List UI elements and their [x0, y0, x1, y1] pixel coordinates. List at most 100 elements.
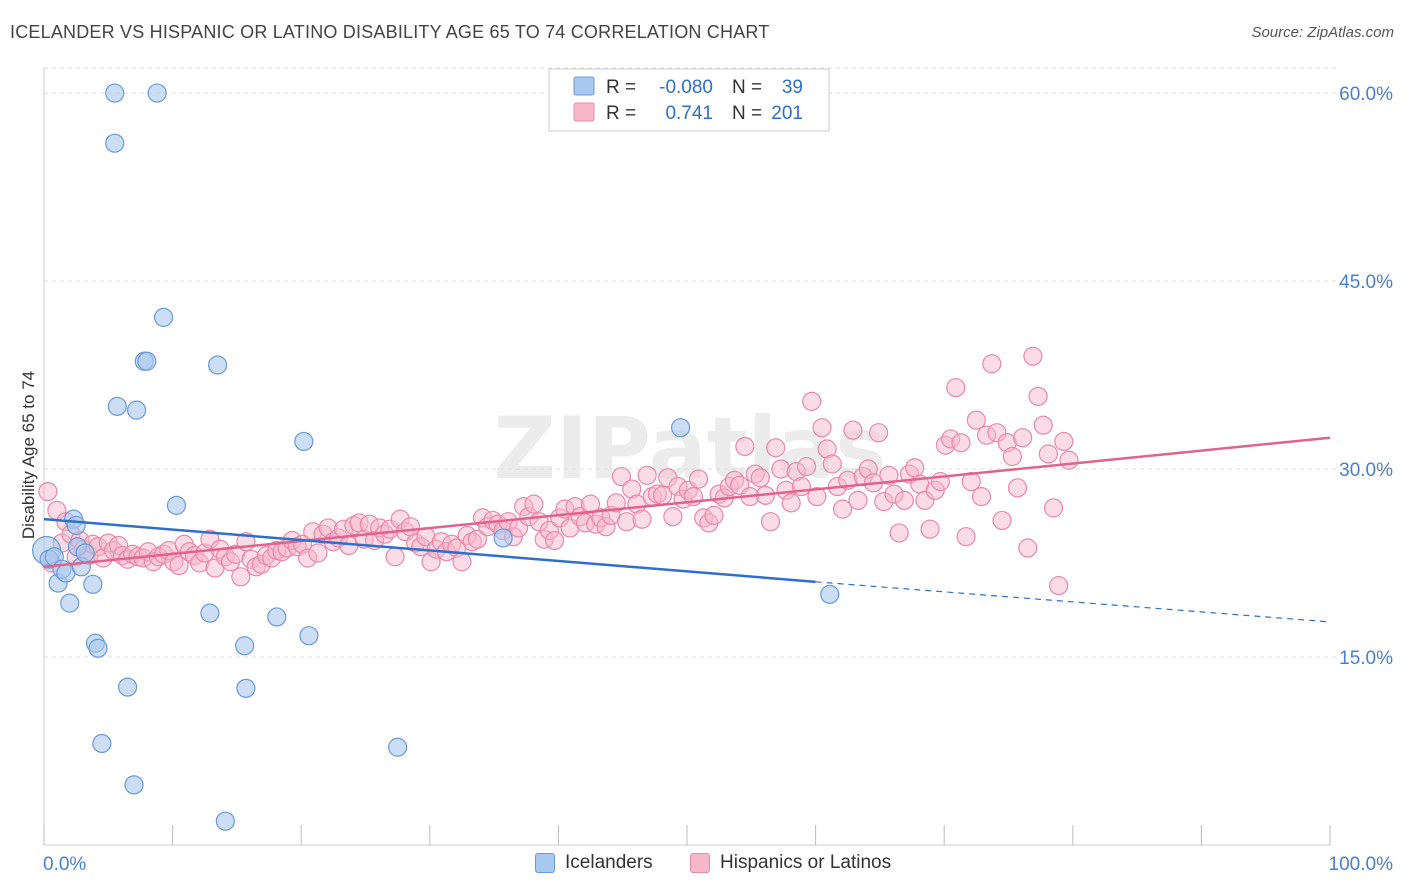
- point-hispanics: [796, 456, 817, 477]
- trend-line-hispanics: [43, 436, 1331, 569]
- point-hispanics: [879, 465, 899, 485]
- point-hispanics: [308, 543, 328, 563]
- point-hispanics: [467, 529, 487, 549]
- point-icelanders: [208, 355, 228, 375]
- point-hispanics: [1033, 415, 1053, 435]
- point-hispanics: [869, 423, 889, 443]
- point-hispanics: [231, 567, 251, 587]
- point-icelanders: [75, 543, 95, 563]
- point-icelanders: [299, 626, 319, 646]
- stats-swatch-blue: [573, 76, 595, 96]
- point-hispanics: [452, 552, 472, 572]
- stats-n-label-pink: N =: [732, 103, 762, 124]
- stats-r-label-pink: R =: [606, 103, 636, 124]
- legend-label-hispanics: Hispanics or Latinos: [720, 852, 892, 873]
- point-icelanders: [200, 603, 220, 623]
- legend-label-icelanders: Icelanders: [565, 852, 653, 873]
- point-hispanics: [822, 454, 842, 474]
- point-icelanders: [126, 400, 147, 420]
- point-hispanics: [889, 523, 909, 543]
- stats-r-value-pink: 0.741: [665, 103, 713, 124]
- point-hispanics: [956, 527, 976, 547]
- point-hispanics: [704, 505, 724, 526]
- point-icelanders: [294, 431, 314, 452]
- x-tick-min: 0.0%: [43, 854, 86, 875]
- point-hispanics: [920, 519, 940, 539]
- point-icelanders: [105, 133, 125, 153]
- point-hispanics: [385, 547, 405, 567]
- point-icelanders: [66, 515, 86, 536]
- point-hispanics: [400, 517, 421, 537]
- legend: Icelanders Hispanics or Latinos: [0, 852, 1406, 878]
- trend-line-icelanders-extension: [815, 581, 1331, 623]
- point-hispanics: [982, 354, 1002, 374]
- point-hispanics: [1028, 386, 1048, 406]
- stats-n-label-blue: N =: [732, 77, 762, 98]
- point-icelanders: [153, 307, 174, 327]
- stats-swatch-pink: [573, 102, 595, 122]
- y-tick-label: 45.0%: [1339, 272, 1393, 293]
- point-hispanics: [606, 493, 626, 513]
- point-icelanders: [137, 351, 157, 371]
- point-hispanics: [735, 436, 755, 457]
- point-hispanics: [1059, 450, 1079, 470]
- source-label: Source: ZipAtlas.com: [1251, 24, 1394, 41]
- point-icelanders: [117, 677, 138, 697]
- point-hispanics: [760, 512, 781, 532]
- point-hispanics: [812, 418, 832, 438]
- stats-r-label-blue: R =: [606, 77, 636, 98]
- stats-r-value-blue: -0.080: [659, 77, 713, 98]
- point-icelanders: [124, 775, 144, 795]
- point-icelanders: [166, 495, 187, 515]
- point-hispanics: [781, 493, 801, 513]
- legend-swatch-pink: [690, 853, 710, 873]
- point-icelanders: [147, 83, 167, 103]
- point-hispanics: [1043, 498, 1064, 518]
- point-hispanics: [1013, 428, 1033, 448]
- point-hispanics: [766, 438, 786, 458]
- point-hispanics: [1054, 431, 1074, 452]
- point-hispanics: [169, 555, 189, 576]
- point-hispanics: [1038, 444, 1058, 464]
- point-hispanics: [750, 468, 770, 488]
- point-icelanders: [88, 638, 108, 658]
- legend-swatch-blue: [535, 853, 555, 873]
- x-tick-max: 100.0%: [1329, 854, 1394, 875]
- point-hispanics: [688, 469, 709, 489]
- point-hispanics: [966, 410, 986, 430]
- point-hispanics: [946, 377, 966, 398]
- point-hispanics: [905, 458, 925, 478]
- chart-title: ICELANDER VS HISPANIC OR LATINO DISABILI…: [10, 22, 770, 42]
- point-icelanders: [267, 607, 287, 627]
- trend-lines: [43, 436, 1331, 623]
- point-hispanics: [843, 420, 863, 440]
- point-hispanics: [524, 494, 544, 514]
- point-hispanics: [791, 476, 812, 497]
- point-icelanders: [92, 733, 112, 754]
- point-hispanics: [802, 391, 822, 411]
- point-icelanders: [107, 396, 127, 416]
- legend-item-icelanders: Icelanders: [535, 852, 653, 874]
- point-hispanics: [833, 499, 853, 519]
- point-hispanics: [637, 465, 657, 485]
- trend-line-icelanders: [43, 517, 816, 584]
- point-hispanics: [992, 510, 1012, 531]
- point-hispanics: [632, 509, 652, 529]
- legend-item-hispanics: Hispanics or Latinos: [690, 852, 891, 874]
- point-icelanders: [388, 737, 408, 757]
- point-icelanders: [820, 584, 840, 604]
- point-icelanders: [105, 83, 125, 103]
- point-hispanics: [611, 466, 632, 487]
- point-icelanders: [670, 418, 691, 438]
- point-hispanics: [1002, 446, 1022, 467]
- point-hispanics: [38, 481, 58, 502]
- series-icelanders-points: [31, 83, 840, 831]
- point-hispanics: [848, 490, 868, 510]
- y-axis-label: Disability Age 65 to 74: [19, 371, 38, 539]
- point-hispanics: [807, 487, 827, 507]
- axes: [43, 68, 1331, 846]
- point-icelanders: [493, 528, 513, 548]
- point-hispanics: [544, 530, 565, 551]
- stats-legend: R = -0.080 N = 39 R = 0.741 N = 201: [548, 68, 830, 132]
